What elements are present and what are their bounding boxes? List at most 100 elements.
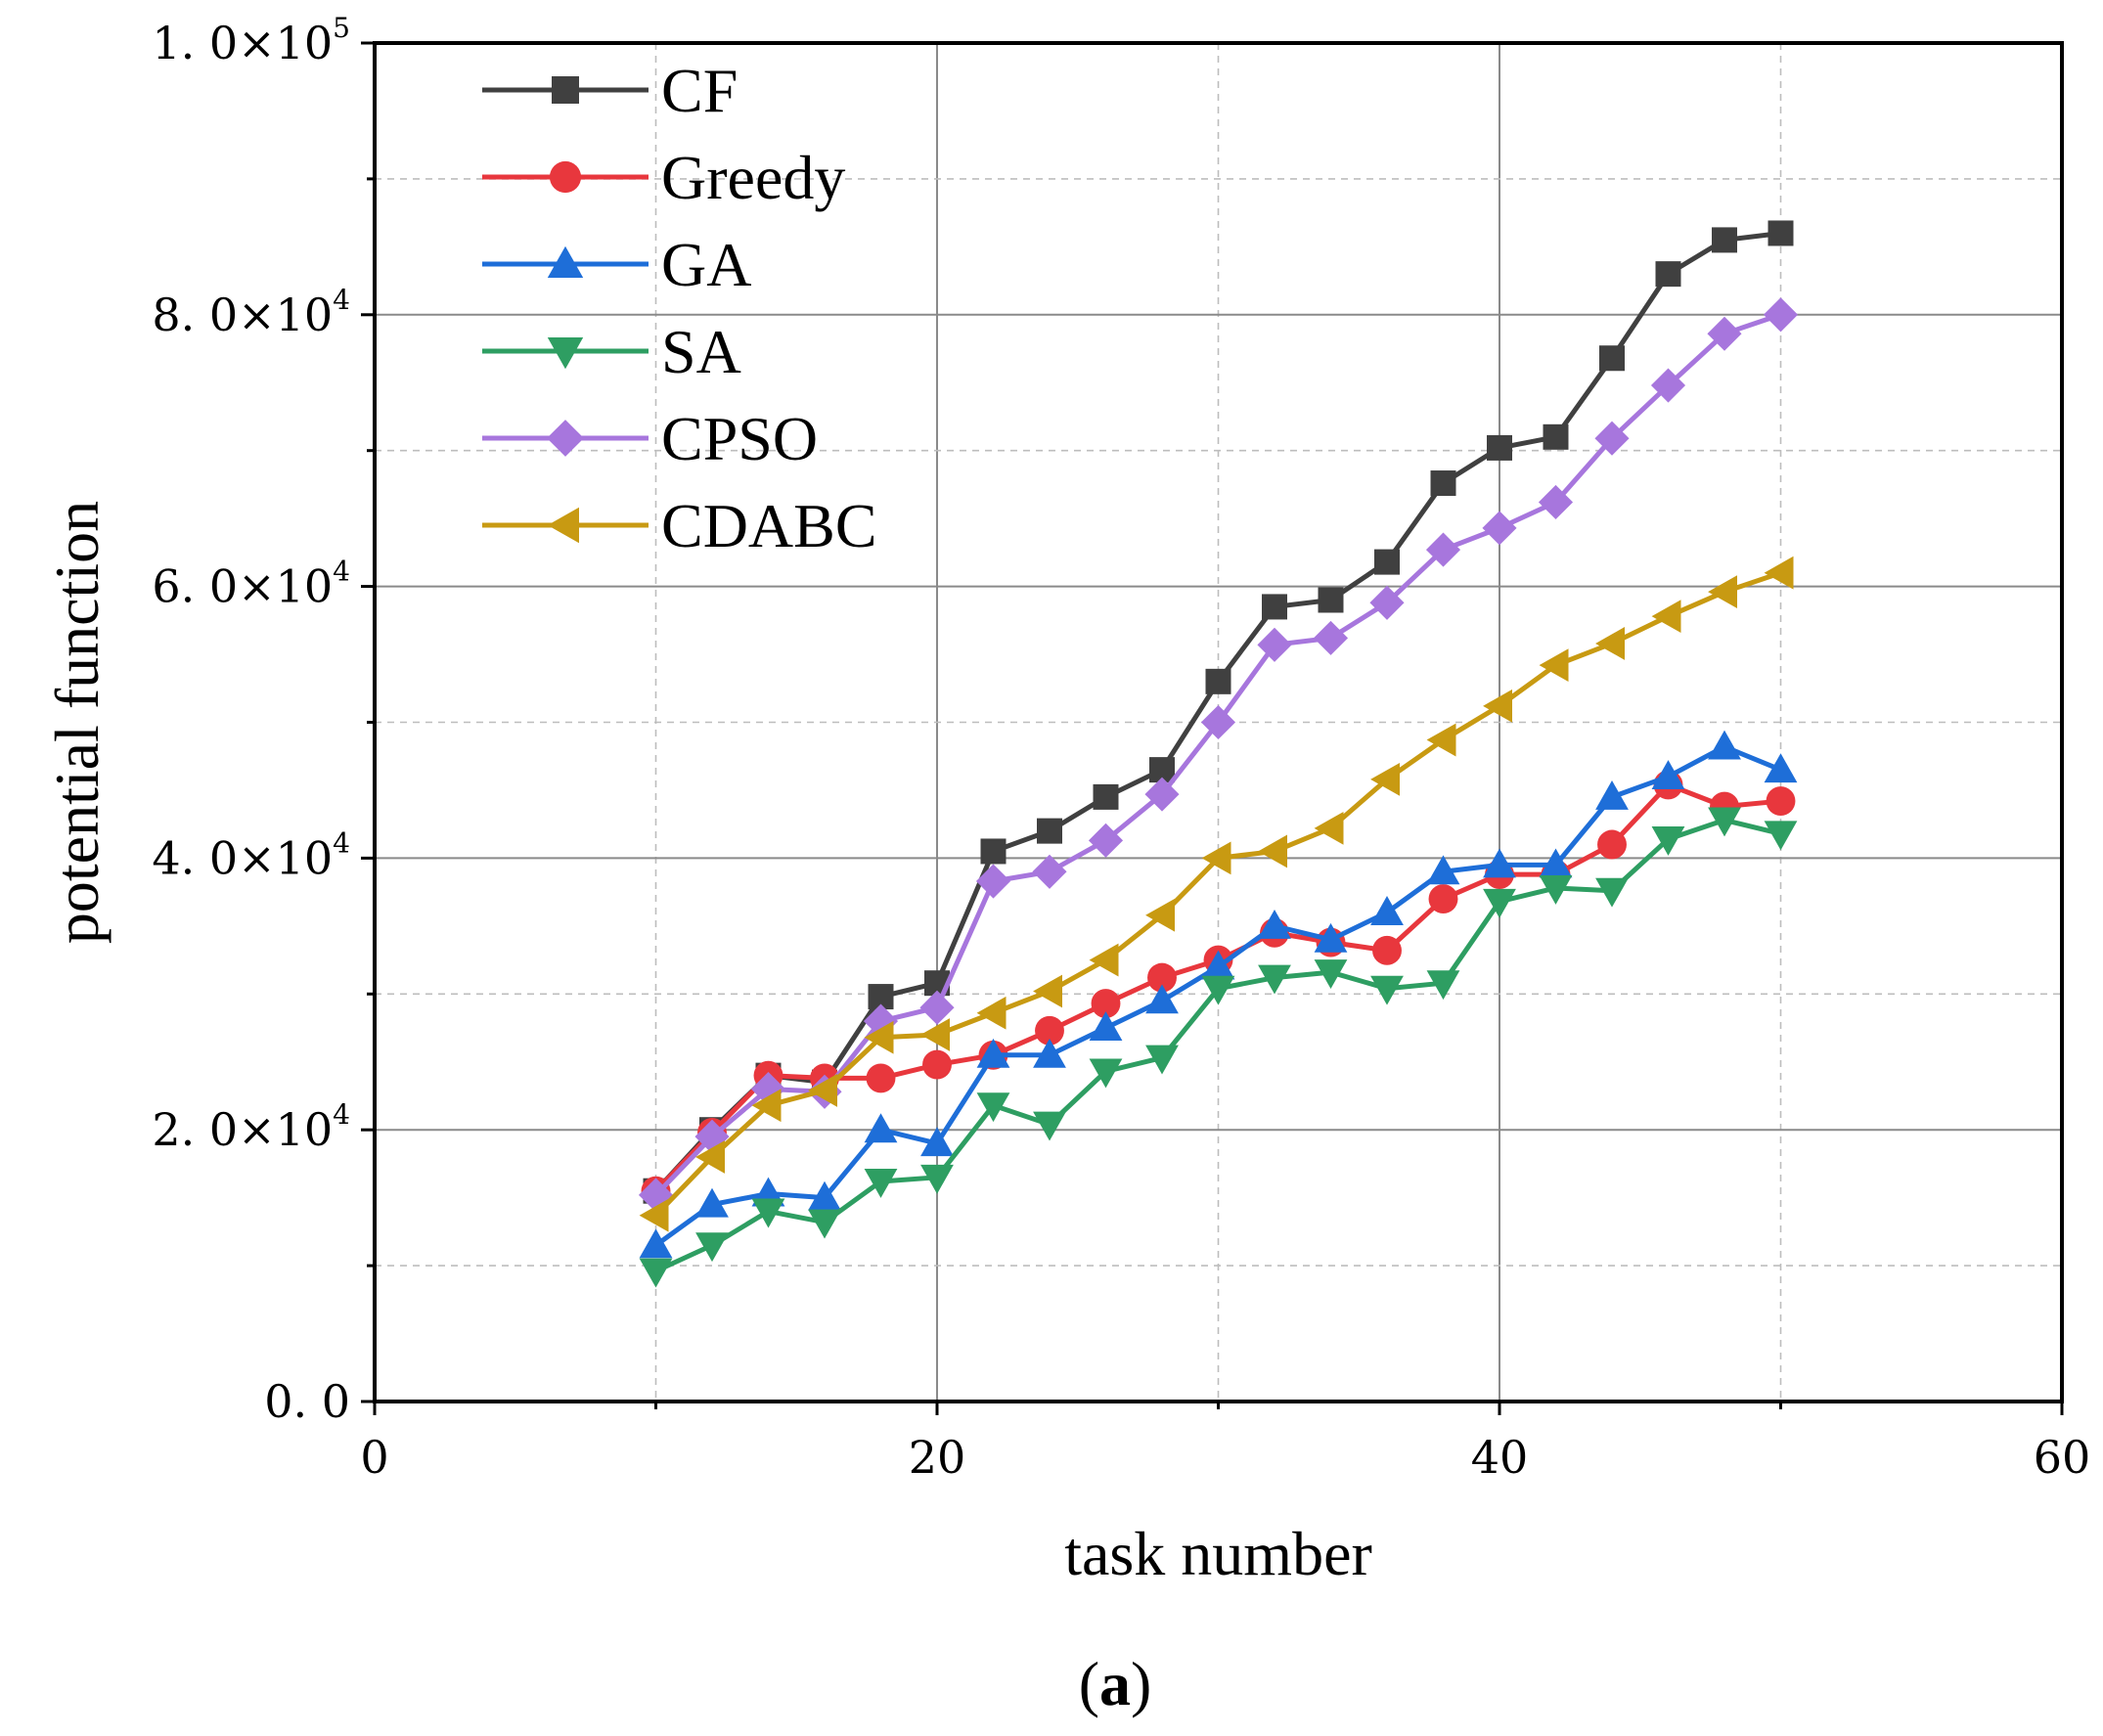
data-point-cdabc (1651, 600, 1681, 634)
data-point-cpso (1707, 316, 1742, 351)
data-point-cdabc (639, 1198, 669, 1232)
data-point-cdabc (808, 1074, 837, 1107)
data-point-cpso (1144, 777, 1180, 812)
data-point-cf (1374, 549, 1400, 575)
data-point-cdabc (976, 996, 1007, 1030)
data-point-cdabc (1033, 974, 1062, 1008)
data-point-ga (1201, 950, 1235, 980)
data-point-greedy (1035, 1015, 1064, 1046)
data-point-sa (1651, 825, 1685, 856)
data-point-sa (920, 1164, 954, 1194)
data-point-cdabc (1145, 898, 1175, 932)
data-point-cf (1655, 261, 1681, 288)
data-point-cdabc (695, 1140, 725, 1174)
legend-marker-sa (547, 337, 584, 370)
data-point-cpso (919, 990, 955, 1025)
data-point-cpso (1650, 368, 1686, 403)
data-point-cdabc (1595, 627, 1625, 660)
data-point-cpso (1538, 484, 1574, 520)
data-point-cpso (1369, 585, 1405, 620)
data-point-ga (639, 1228, 673, 1259)
figure-caption: (a) (1079, 1649, 1152, 1718)
data-point-cf (1430, 470, 1456, 497)
legend-item-cf: CF (482, 56, 738, 125)
data-point-sa (1089, 1058, 1123, 1089)
data-point-cpso (1088, 823, 1124, 858)
data-point-cdabc (864, 1020, 894, 1054)
legend-item-cpso: CPSO (482, 404, 818, 473)
data-point-cdabc (1314, 811, 1344, 845)
x-tick-label: 40 (1471, 1431, 1529, 1484)
series-layer (638, 220, 1799, 1288)
data-point-ga (695, 1187, 729, 1218)
data-point-cpso (1425, 532, 1461, 567)
data-point-cpso (863, 1003, 899, 1039)
data-point-cdabc (1089, 943, 1119, 977)
legend-label-cf: CF (661, 56, 738, 125)
series-cpso (638, 297, 1799, 1213)
legend-item-ga: GA (482, 230, 751, 299)
data-point-greedy (1597, 829, 1627, 860)
data-point-ga (1708, 730, 1741, 760)
data-point-ga (1145, 984, 1179, 1014)
data-point-sa (1483, 888, 1516, 918)
data-point-cpso (1313, 620, 1349, 655)
data-point-cdabc (1426, 723, 1456, 757)
data-point-sa (1258, 964, 1291, 995)
y-tick-mantissa: 2. 0×10 (152, 1103, 333, 1156)
data-point-sa (864, 1168, 898, 1198)
x-tick-label: 60 (2034, 1431, 2091, 1484)
data-point-cf (1205, 668, 1231, 694)
data-point-cpso (1763, 297, 1799, 333)
data-point-ga (1595, 779, 1629, 810)
data-point-sa (695, 1232, 729, 1263)
y-tick-exponent: 4 (333, 826, 350, 859)
y-tick-label: 4. 0×104 (152, 826, 350, 884)
y-tick-mantissa: 8. 0×10 (152, 289, 333, 341)
data-point-sa (1201, 975, 1235, 1005)
data-point-sa (751, 1198, 785, 1228)
data-point-cdabc (751, 1089, 782, 1123)
data-point-ga (1483, 848, 1516, 878)
series-sa (639, 807, 1798, 1288)
y-axis-label: potential function (42, 501, 112, 944)
data-point-cpso (975, 864, 1011, 899)
data-point-sa (1314, 959, 1348, 989)
data-point-greedy (866, 1063, 896, 1093)
data-point-cpso (1482, 511, 1517, 546)
data-point-cf (1037, 818, 1062, 844)
data-point-greedy (1091, 989, 1121, 1018)
data-point-sa (1708, 807, 1741, 837)
data-point-cpso (638, 1178, 674, 1213)
data-point-cf (1543, 423, 1569, 450)
data-point-ga (1033, 1038, 1066, 1068)
data-point-ga (808, 1180, 841, 1211)
legend-item-greedy: Greedy (482, 143, 845, 212)
data-point-cpso (1032, 854, 1067, 889)
legend-marker-cdabc (547, 507, 579, 544)
data-point-cdabc (1258, 834, 1287, 868)
data-point-greedy (1147, 962, 1177, 993)
y-tick-exponent: 4 (333, 1098, 350, 1131)
y-tick-exponent: 4 (333, 284, 350, 316)
data-point-ga (1651, 760, 1685, 790)
legend: CF Greedy GA SA CPSO CDABC (482, 56, 877, 560)
data-point-cf (1767, 220, 1794, 246)
data-point-cdabc (1370, 762, 1400, 796)
legend-marker-cpso (547, 420, 584, 457)
data-point-sa (976, 1092, 1010, 1123)
data-point-cdabc (1201, 841, 1231, 875)
y-tick-mantissa: 1. 0×10 (152, 17, 333, 69)
data-point-cf (980, 838, 1007, 865)
data-point-cf (1712, 227, 1737, 253)
data-point-sa (808, 1209, 841, 1239)
legend-label-ga: GA (661, 230, 751, 299)
data-point-sa (1426, 970, 1460, 1001)
y-tick-label: 6. 0×104 (152, 556, 350, 613)
y-tick-label: 0. 0 (264, 1375, 350, 1428)
data-point-greedy (922, 1049, 952, 1080)
data-point-ga (864, 1113, 898, 1143)
y-tick-mantissa: 4. 0×10 (152, 831, 333, 884)
data-point-cdabc (1764, 556, 1794, 590)
